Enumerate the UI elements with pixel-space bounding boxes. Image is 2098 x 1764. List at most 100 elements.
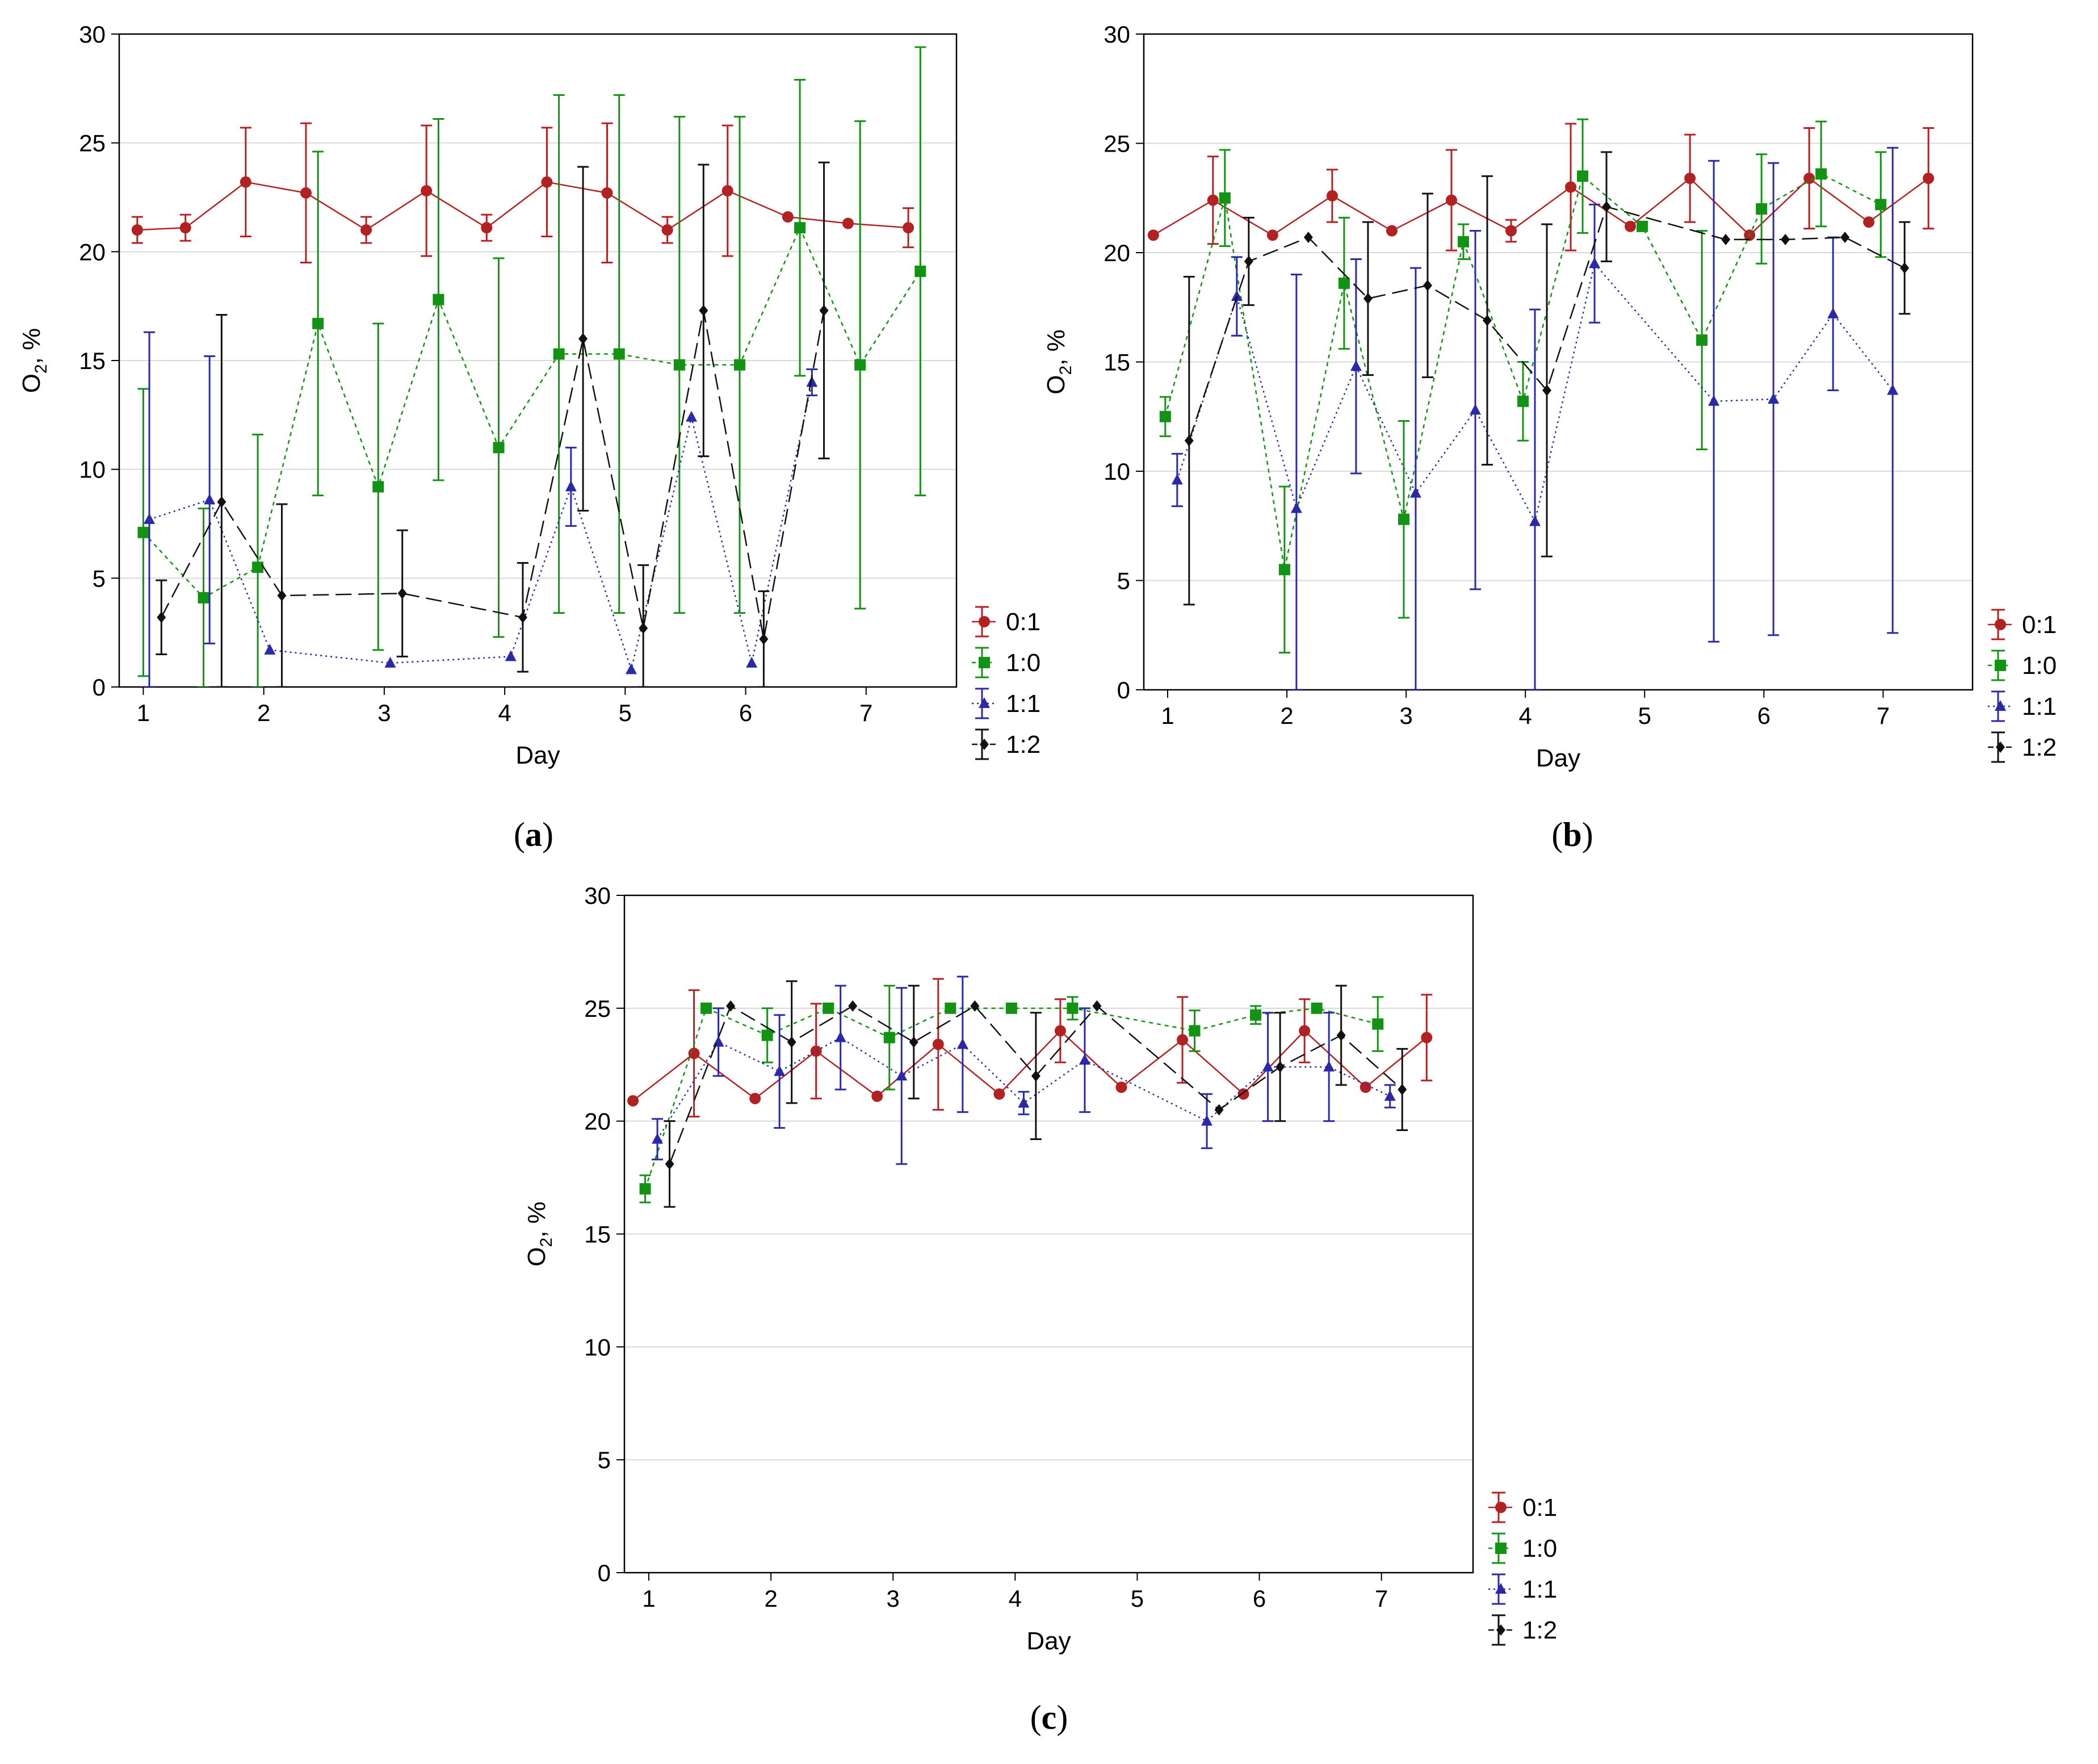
data-point (1721, 233, 1731, 245)
data-point (673, 359, 685, 371)
data-point (1863, 216, 1875, 228)
data-point (1840, 232, 1850, 244)
x-tick-label: 6 (1253, 1585, 1266, 1612)
x-axis-title: Day (515, 741, 560, 769)
legend-item-0-1: 0:1 (972, 606, 1040, 638)
data-point (518, 611, 527, 623)
legend-marker (1495, 1502, 1507, 1513)
data-point (1219, 192, 1231, 204)
data-point (970, 1000, 980, 1012)
y-tick-label: 20 (584, 1108, 611, 1135)
data-point (806, 376, 818, 387)
y-tick-label: 10 (1103, 458, 1130, 485)
data-point (1768, 392, 1780, 404)
y-tick-label: 20 (1103, 240, 1130, 266)
y-tick-label: 0 (93, 674, 106, 701)
data-point (834, 1031, 846, 1042)
y-tick-label: 25 (584, 995, 611, 1022)
data-point (1005, 1002, 1017, 1014)
x-tick-label: 2 (764, 1585, 777, 1612)
series-1-0 (137, 46, 926, 687)
x-tick-label: 4 (498, 699, 511, 726)
data-point (1684, 173, 1696, 185)
data-point (157, 611, 166, 623)
legend-marker (1995, 700, 2006, 711)
x-tick-label: 2 (257, 699, 270, 726)
data-point (871, 1090, 883, 1102)
data-point (179, 222, 191, 234)
data-point (1278, 564, 1290, 576)
data-point (1589, 257, 1601, 269)
data-point (1159, 410, 1171, 422)
legend-item-1-0: 1:0 (1988, 650, 2057, 681)
legend-label: 1:0 (1522, 1535, 1557, 1562)
y-tick-label: 5 (93, 565, 106, 592)
legend-marker (1496, 1624, 1505, 1636)
data-point (1363, 292, 1373, 304)
series-line (137, 181, 909, 231)
y-axis-title-main: O (18, 374, 45, 393)
y-axis-title-tail: , % (523, 1201, 551, 1238)
data-point (1637, 220, 1648, 232)
data-point (131, 224, 143, 236)
legend-marker (1495, 1543, 1507, 1554)
data-point (1384, 1090, 1396, 1101)
data-point (896, 1070, 908, 1081)
data-point (1067, 1002, 1079, 1014)
series-0-1 (131, 122, 914, 263)
data-point (819, 304, 829, 316)
data-point (565, 480, 577, 492)
data-point (1457, 236, 1469, 248)
x-tick-label: 5 (1638, 702, 1651, 729)
legend-item-1-0: 1:0 (1488, 1532, 1557, 1564)
y-axis-title-main: O (1042, 375, 1070, 395)
data-point (625, 663, 637, 674)
error-bar (252, 433, 264, 687)
y-tick-label: 0 (1117, 677, 1130, 703)
panel-label-a: (a) (514, 816, 553, 853)
data-point (686, 410, 698, 422)
data-point (842, 217, 854, 229)
y-axis-title: O2, % (523, 1201, 556, 1267)
data-point (1696, 334, 1708, 346)
data-point (1359, 1082, 1371, 1093)
y-tick-label: 10 (79, 456, 106, 483)
data-point (553, 348, 565, 360)
legend-item-1-2: 1:2 (1488, 1614, 1557, 1646)
data-point (661, 224, 673, 236)
data-point (1338, 277, 1350, 289)
data-point (1409, 487, 1421, 498)
error-bar (1529, 308, 1541, 690)
data-point (794, 222, 806, 234)
data-point (1207, 194, 1219, 206)
data-point (665, 1158, 674, 1170)
data-point (1517, 395, 1529, 407)
data-point (733, 359, 745, 371)
data-point (1577, 170, 1589, 182)
data-point (1542, 384, 1552, 396)
legend: 0:1 1:0 1:1 1:2 (1988, 609, 2057, 763)
series-line (149, 382, 813, 672)
legend-label: 0:1 (2022, 611, 2057, 639)
data-point (759, 633, 769, 645)
series-0-1 (627, 978, 1433, 1118)
legend-item-1-1: 1:1 (1988, 690, 2057, 722)
series-1-1 (1171, 146, 1899, 690)
x-tick-label: 2 (1280, 702, 1293, 729)
series-line (657, 1037, 1391, 1140)
data-point (1372, 1018, 1384, 1030)
y-tick-label: 0 (598, 1560, 611, 1586)
error-bar (144, 331, 156, 687)
data-point (1625, 220, 1637, 232)
y-tick-label: 10 (584, 1334, 611, 1360)
data-point (505, 650, 517, 661)
data-point (144, 513, 156, 524)
data-point (613, 348, 625, 360)
legend-label: 0:1 (1522, 1494, 1557, 1522)
data-point (1311, 1002, 1323, 1014)
data-point (1189, 1025, 1201, 1037)
legend-label: 1:2 (1522, 1616, 1557, 1644)
data-point (1803, 173, 1815, 185)
